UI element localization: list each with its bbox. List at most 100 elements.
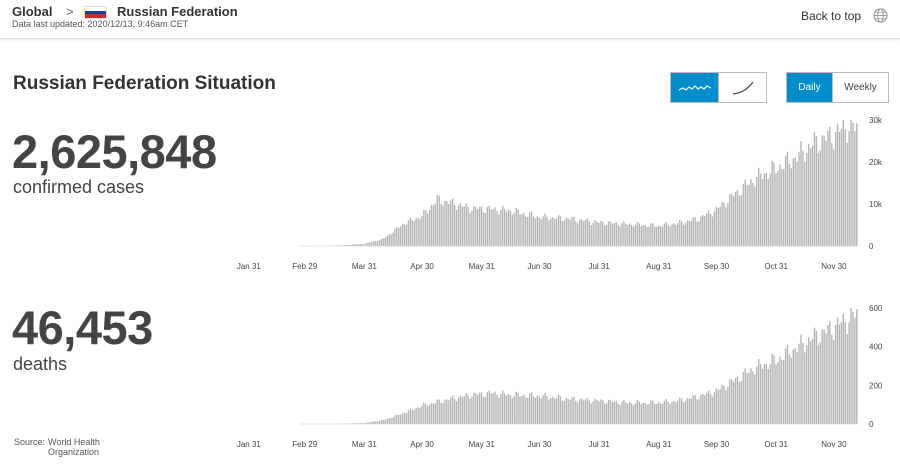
chart-bar[interactable] xyxy=(473,392,475,424)
chart-bar[interactable] xyxy=(475,393,477,424)
chart-bar[interactable] xyxy=(513,396,515,424)
chart-bar[interactable] xyxy=(346,244,348,246)
chart-bar[interactable] xyxy=(652,400,654,424)
chart-bar[interactable] xyxy=(567,398,569,424)
chart-bar[interactable] xyxy=(700,395,702,424)
chart-bar[interactable] xyxy=(854,130,856,246)
chart-bar[interactable] xyxy=(380,238,383,246)
chart-bar[interactable] xyxy=(638,223,641,246)
chart-bar[interactable] xyxy=(831,143,833,246)
chart-bar[interactable] xyxy=(809,148,812,246)
chart-bar[interactable] xyxy=(557,394,560,424)
chart-bar[interactable] xyxy=(679,397,681,424)
chart-bar[interactable] xyxy=(665,221,667,246)
chart-bar[interactable] xyxy=(577,223,579,246)
chart-bar[interactable] xyxy=(528,212,531,246)
chart-bar[interactable] xyxy=(536,395,539,424)
chart-bar[interactable] xyxy=(746,185,748,246)
chart-bar[interactable] xyxy=(415,218,417,246)
chart-bar[interactable] xyxy=(756,366,758,424)
chart-bar[interactable] xyxy=(623,399,625,424)
chart-bar[interactable] xyxy=(486,391,488,424)
chart-bar[interactable] xyxy=(536,216,539,246)
chart-bar[interactable] xyxy=(519,214,521,246)
chart-bar[interactable] xyxy=(652,223,654,246)
chart-bar[interactable] xyxy=(765,172,768,246)
chart-bar[interactable] xyxy=(432,403,435,424)
chart-bar[interactable] xyxy=(426,213,429,246)
chart-bar[interactable] xyxy=(388,418,390,424)
chart-bar[interactable] xyxy=(540,219,542,246)
chart-bar[interactable] xyxy=(611,223,614,246)
chart-bar[interactable] xyxy=(577,402,579,424)
chart-bar[interactable] xyxy=(525,397,527,424)
chart-bar[interactable] xyxy=(511,398,514,424)
chart-bar[interactable] xyxy=(740,381,743,424)
chart-bar[interactable] xyxy=(738,381,741,424)
chart-bar[interactable] xyxy=(426,406,429,424)
chart-bar[interactable] xyxy=(813,327,816,424)
chart-bar[interactable] xyxy=(802,343,804,424)
chart-bar[interactable] xyxy=(430,204,433,246)
chart-bar[interactable] xyxy=(619,404,621,424)
chart-bar[interactable] xyxy=(819,342,821,424)
chart-bar[interactable] xyxy=(711,396,714,424)
chart-bar[interactable] xyxy=(763,173,766,246)
chart-bar[interactable] xyxy=(469,398,471,424)
chart-bar[interactable] xyxy=(644,224,646,246)
chart-bar[interactable] xyxy=(455,209,458,246)
chart-bar[interactable] xyxy=(573,396,575,424)
chart-bar[interactable] xyxy=(632,227,635,246)
chart-bar[interactable] xyxy=(436,195,438,246)
chart-bar[interactable] xyxy=(561,221,564,246)
chart-bar[interactable] xyxy=(534,397,537,424)
chart-bar[interactable] xyxy=(361,423,363,424)
chart-bar[interactable] xyxy=(567,218,569,246)
chart-bar[interactable] xyxy=(457,397,460,424)
chart-bar[interactable] xyxy=(761,179,764,246)
chart-bar[interactable] xyxy=(763,364,766,424)
chart-bar[interactable] xyxy=(734,191,737,246)
chart-bar[interactable] xyxy=(517,392,519,424)
chart-bar[interactable] xyxy=(856,123,858,246)
chart-bar[interactable] xyxy=(682,402,685,424)
chart-bar[interactable] xyxy=(833,149,835,246)
chart-bar[interactable] xyxy=(386,235,388,246)
chart-bar[interactable] xyxy=(809,341,812,424)
chart-bar[interactable] xyxy=(448,400,450,424)
chart-bar[interactable] xyxy=(452,198,454,246)
chart-bar[interactable] xyxy=(521,214,523,246)
chart-bar[interactable] xyxy=(498,397,500,424)
chart-bar[interactable] xyxy=(783,359,785,424)
chart-bar[interactable] xyxy=(417,217,419,246)
chart-bar[interactable] xyxy=(659,226,662,246)
chart-bar[interactable] xyxy=(365,422,367,424)
chart-bar[interactable] xyxy=(461,206,463,246)
chart-bar[interactable] xyxy=(344,245,346,246)
chart-bar[interactable] xyxy=(580,398,583,424)
chart-bar[interactable] xyxy=(840,128,843,246)
chart-bar[interactable] xyxy=(442,403,444,424)
chart-bar[interactable] xyxy=(515,391,517,424)
chart-bar[interactable] xyxy=(507,209,510,246)
chart-bar[interactable] xyxy=(681,398,683,424)
chart-bar[interactable] xyxy=(496,211,498,246)
chart-bar[interactable] xyxy=(411,409,413,424)
chart-bar[interactable] xyxy=(709,394,712,424)
chart-bar[interactable] xyxy=(378,420,381,424)
chart-bar[interactable] xyxy=(561,400,564,424)
chart-bar[interactable] xyxy=(784,348,787,424)
chart-bar[interactable] xyxy=(654,403,656,424)
chart-bar[interactable] xyxy=(452,395,454,424)
chart-bar[interactable] xyxy=(707,390,710,424)
chart-bar[interactable] xyxy=(509,210,512,246)
chart-bar[interactable] xyxy=(625,223,627,246)
chart-bar[interactable] xyxy=(757,167,760,246)
chart-bar[interactable] xyxy=(461,396,463,424)
chart-bar[interactable] xyxy=(613,401,616,424)
chart-bar[interactable] xyxy=(392,417,394,424)
chart-bar[interactable] xyxy=(738,195,741,246)
chart-bar[interactable] xyxy=(401,223,404,246)
chart-bar[interactable] xyxy=(700,216,702,246)
chart-bar[interactable] xyxy=(392,232,394,246)
